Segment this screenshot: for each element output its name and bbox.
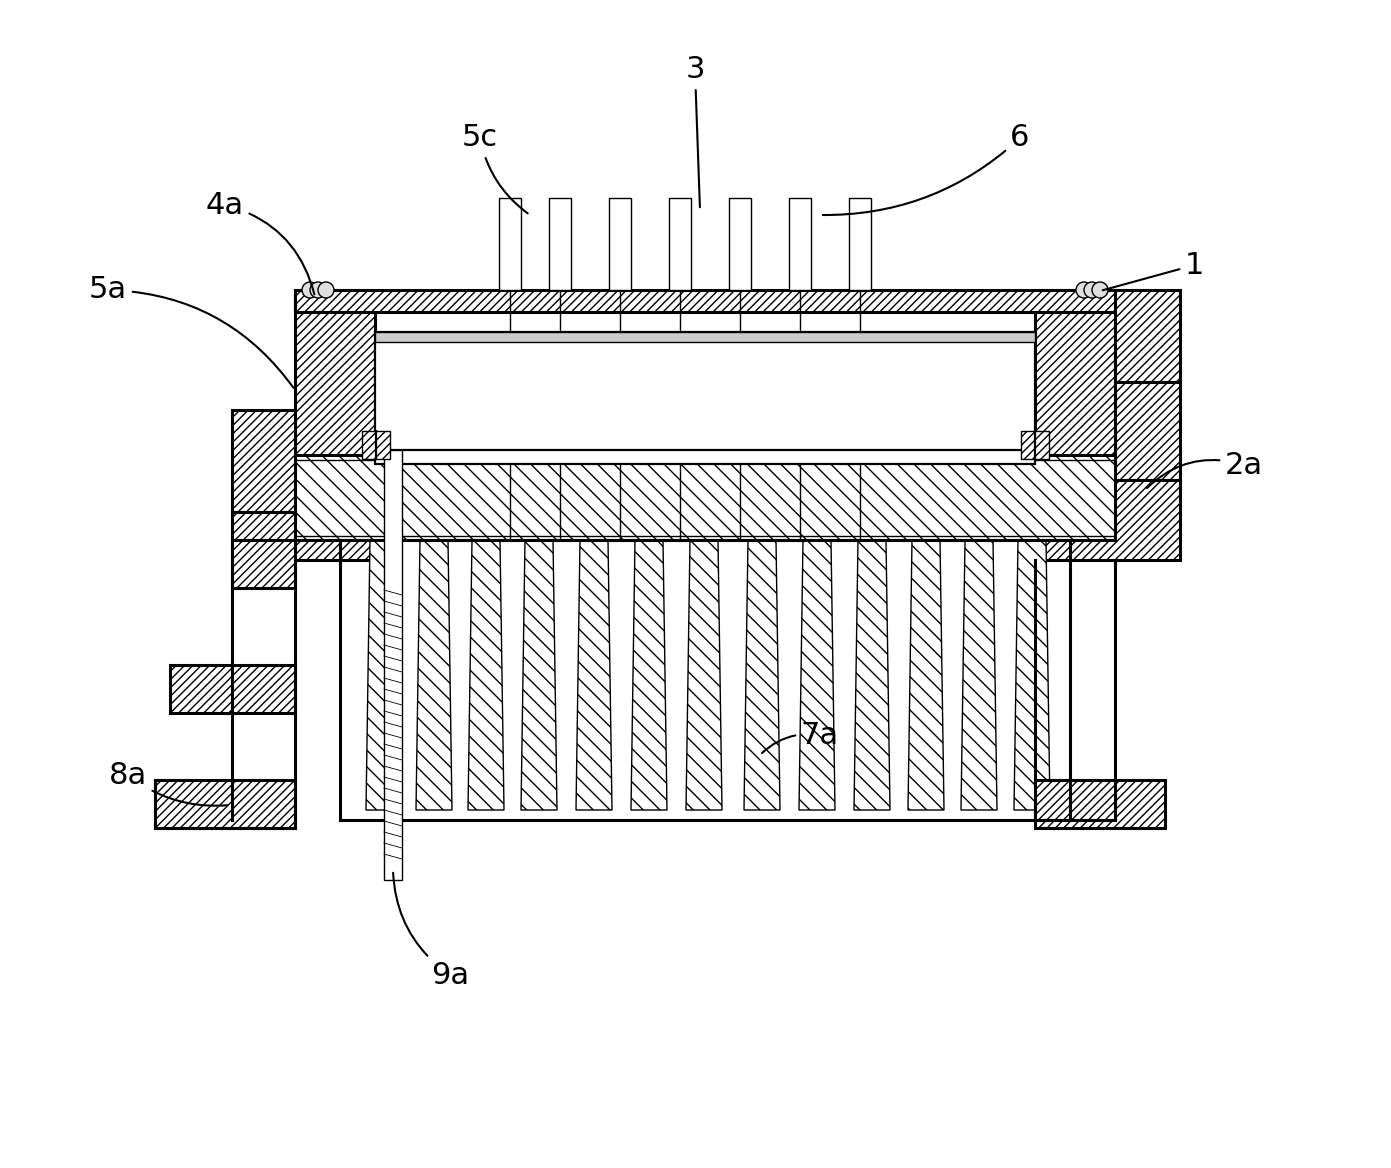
Bar [295, 290, 376, 512]
Text: 1: 1 [1103, 250, 1205, 291]
Bar [170, 665, 295, 712]
Bar [376, 332, 1035, 342]
Polygon shape [854, 540, 890, 809]
Bar [295, 290, 1116, 312]
Polygon shape [522, 540, 556, 809]
Bar [154, 780, 295, 828]
Bar [1035, 290, 1116, 512]
Circle shape [302, 281, 319, 298]
Bar [1116, 382, 1180, 480]
Polygon shape [416, 540, 452, 809]
Circle shape [1077, 281, 1092, 298]
Bar [609, 199, 632, 290]
Polygon shape [961, 540, 997, 809]
Bar [789, 199, 811, 290]
Circle shape [319, 281, 334, 298]
Polygon shape [1014, 540, 1050, 809]
Bar [1035, 780, 1166, 828]
Text: 5a: 5a [89, 276, 294, 388]
Bar [232, 410, 295, 512]
Bar [499, 199, 522, 290]
Bar [376, 332, 1035, 456]
Bar [849, 199, 871, 290]
Bar [376, 450, 1035, 464]
Polygon shape [467, 540, 504, 809]
Polygon shape [744, 540, 780, 809]
Bar [232, 540, 295, 588]
Circle shape [1084, 281, 1100, 298]
Bar [362, 431, 389, 459]
Polygon shape [798, 540, 835, 809]
Bar [232, 512, 376, 559]
Text: 8a: 8a [108, 760, 227, 806]
Bar [549, 199, 570, 290]
Text: 5c: 5c [462, 124, 527, 214]
Bar [669, 199, 691, 290]
Bar [295, 456, 1116, 540]
Bar [1116, 290, 1180, 382]
Polygon shape [908, 540, 944, 809]
Text: 4a: 4a [206, 190, 314, 294]
Text: 7a: 7a [762, 721, 839, 753]
Text: 3: 3 [686, 56, 705, 207]
Bar [1035, 480, 1180, 559]
Polygon shape [686, 540, 722, 809]
Bar [729, 199, 751, 290]
Text: 9a: 9a [394, 872, 469, 989]
Polygon shape [366, 540, 402, 809]
Text: 2a: 2a [1148, 451, 1263, 488]
Polygon shape [632, 540, 668, 809]
Circle shape [1092, 281, 1109, 298]
Bar [1021, 431, 1049, 459]
Text: 6: 6 [822, 124, 1029, 215]
Bar [384, 450, 402, 880]
Polygon shape [576, 540, 612, 809]
Circle shape [310, 281, 325, 298]
